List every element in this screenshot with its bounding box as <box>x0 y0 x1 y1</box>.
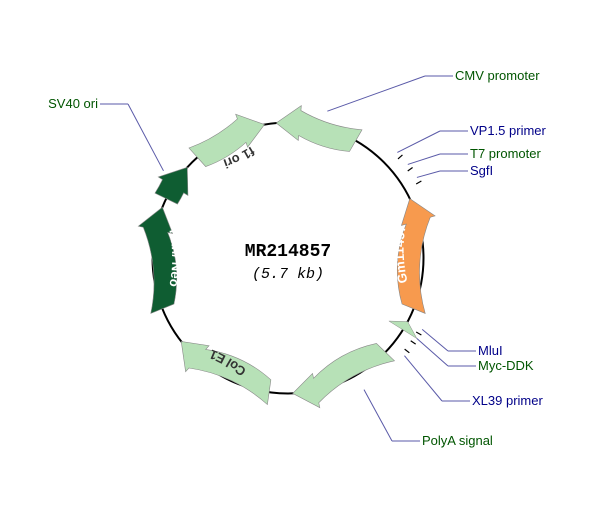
annotation-leader <box>417 171 440 177</box>
plasmid-name: MR214857 <box>245 242 331 262</box>
annotation-label: SV40 ori <box>48 96 98 111</box>
annotation-label: Myc-DDK <box>478 358 534 373</box>
annotation-leader <box>364 390 392 441</box>
annotation-label: MluI <box>478 343 503 358</box>
annotation-label: T7 promoter <box>470 146 541 161</box>
annotation-label: SgfI <box>470 163 493 178</box>
feature-sv40-ori <box>155 167 188 204</box>
plasmid-size: (5.7 kb) <box>252 266 324 283</box>
plasmid-map: Gm11437Col E1Kan/ Neof1 oriCMV promoterV… <box>0 0 600 512</box>
annotation-leader <box>128 104 163 171</box>
annotation-label: VP1.5 primer <box>470 123 547 138</box>
annotation-label: PolyA signal <box>422 433 493 448</box>
tick-mark <box>398 155 402 159</box>
tick-mark <box>411 341 416 344</box>
annotation-label: CMV promoter <box>455 68 540 83</box>
annotation-label: XL39 primer <box>472 393 543 408</box>
feature-myc-ddk <box>389 321 417 338</box>
tick-mark <box>416 181 421 184</box>
annotation-leader <box>408 154 440 164</box>
annotation-leader <box>417 339 448 366</box>
feature-cmv-promoter <box>276 106 362 152</box>
annotation-leader <box>327 76 425 111</box>
annotation-leader <box>397 131 440 152</box>
tick-mark <box>408 167 413 171</box>
feature-col-e1 <box>181 341 271 404</box>
feature-polya-signal <box>293 343 395 407</box>
tick-mark <box>405 349 410 353</box>
tick-mark <box>416 332 421 335</box>
annotation-leader <box>422 329 448 351</box>
annotation-leader <box>404 356 442 401</box>
